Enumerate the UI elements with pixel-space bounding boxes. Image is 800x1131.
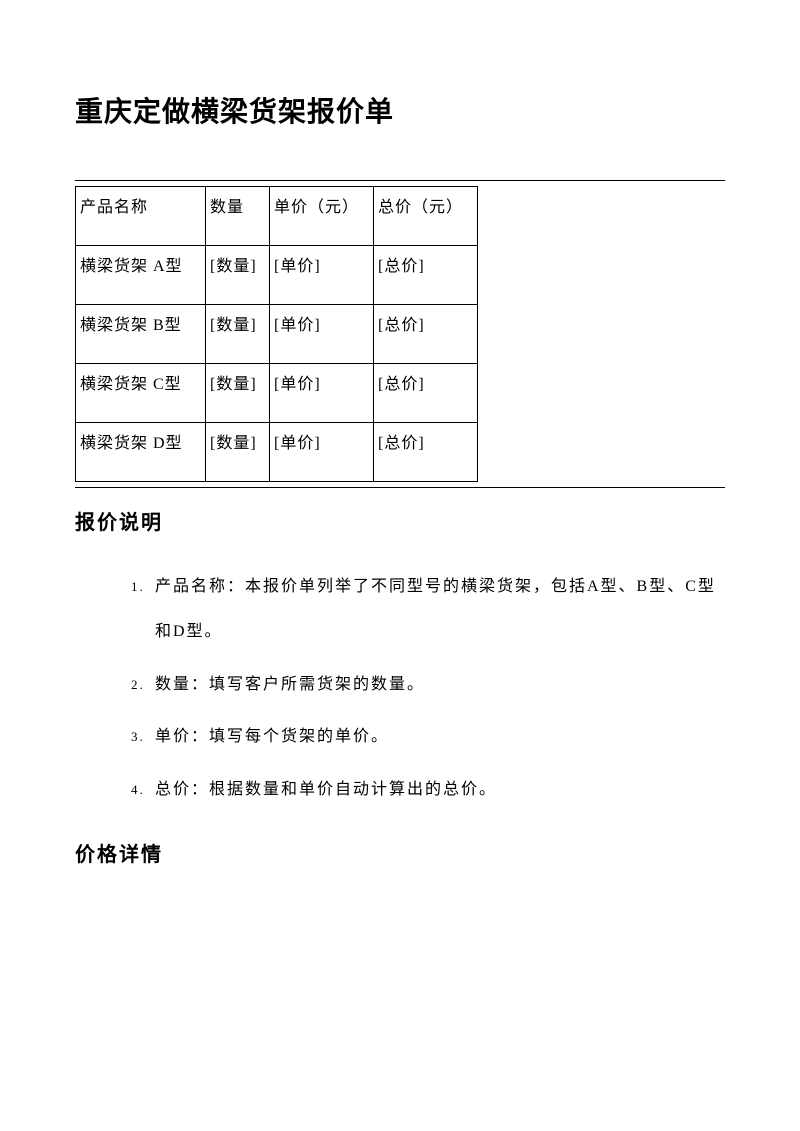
cell-price: [单价] [270,305,374,364]
cell-name: 横梁货架 B型 [76,305,206,364]
table-row: 横梁货架 B型 [数量] [单价] [总价] [76,305,478,364]
divider-bottom [75,487,725,488]
cell-price: [单价] [270,364,374,423]
cell-total: [总价] [374,423,478,482]
header-name: 产品名称 [76,187,206,246]
cell-qty: [数量] [206,305,270,364]
cell-qty: [数量] [206,364,270,423]
header-total: 总价（元） [374,187,478,246]
table-row: 横梁货架 C型 [数量] [单价] [总价] [76,364,478,423]
page-title: 重庆定做横梁货架报价单 [75,90,725,130]
explanation-list: 产品名称：本报价单列举了不同型号的横梁货架，包括A型、B型、C型和D型。 数量：… [75,565,725,813]
cell-name: 横梁货架 A型 [76,246,206,305]
list-item: 数量：填写客户所需货架的数量。 [150,663,725,708]
header-price: 单价（元） [270,187,374,246]
cell-price: [单价] [270,246,374,305]
list-item: 产品名称：本报价单列举了不同型号的横梁货架，包括A型、B型、C型和D型。 [150,565,725,655]
cell-price: [单价] [270,423,374,482]
header-qty: 数量 [206,187,270,246]
cell-qty: [数量] [206,246,270,305]
cell-name: 横梁货架 D型 [76,423,206,482]
section-heading-details: 价格详情 [75,838,725,867]
table-row: 横梁货架 A型 [数量] [单价] [总价] [76,246,478,305]
cell-qty: [数量] [206,423,270,482]
list-item: 单价：填写每个货架的单价。 [150,715,725,760]
cell-total: [总价] [374,246,478,305]
list-item: 总价：根据数量和单价自动计算出的总价。 [150,768,725,813]
table-row: 横梁货架 D型 [数量] [单价] [总价] [76,423,478,482]
cell-total: [总价] [374,305,478,364]
quote-table: 产品名称 数量 单价（元） 总价（元） 横梁货架 A型 [数量] [单价] [总… [75,186,478,482]
cell-name: 横梁货架 C型 [76,364,206,423]
section-heading-explanation: 报价说明 [75,506,725,535]
cell-total: [总价] [374,364,478,423]
table-header-row: 产品名称 数量 单价（元） 总价（元） [76,187,478,246]
divider-top [75,180,725,181]
